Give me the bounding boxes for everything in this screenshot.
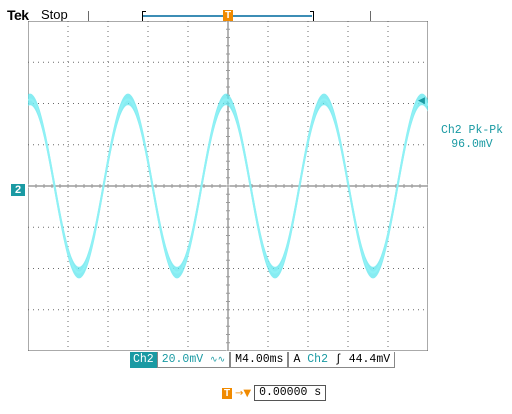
trigger-level: 44.4mV bbox=[348, 353, 391, 366]
time-per-div: 4.00ms bbox=[242, 353, 284, 366]
trigger-settings[interactable]: A Ch2 ∫ 44.4mV bbox=[288, 352, 396, 368]
trigger-slope-icon: ∫ bbox=[334, 353, 342, 366]
channel-tag[interactable]: Ch2 bbox=[130, 352, 157, 368]
bandwidth-icon: ∿∿ bbox=[210, 355, 226, 365]
status-bar: Ch2 20.0mV ∿∿ M4.00ms A Ch2 ∫ 44.4mV bbox=[130, 352, 396, 368]
measurement-readout: Ch2 Pk-Pk 96.0mV bbox=[432, 124, 512, 152]
ch2-waveform-line bbox=[28, 98, 428, 274]
ch2-trace bbox=[28, 93, 428, 279]
acquisition-state: Stop bbox=[41, 7, 68, 22]
channel-ground-marker[interactable]: 2 bbox=[11, 184, 25, 196]
delay-value[interactable]: 0.00000 s bbox=[254, 385, 327, 401]
trigger-source: Ch2 bbox=[307, 353, 328, 366]
measurement-label: Ch2 Pk-Pk bbox=[440, 124, 504, 137]
brand-logo: Tek bbox=[7, 7, 29, 23]
waveform-display[interactable] bbox=[28, 21, 428, 351]
trigger-delay: T →▼ 0.00000 s bbox=[222, 385, 327, 401]
trigger-delay-icon: T bbox=[222, 387, 232, 399]
header-divider bbox=[370, 11, 371, 23]
delay-arrow-icon: →▼ bbox=[235, 387, 252, 399]
trigger-mode: A bbox=[293, 353, 301, 366]
timebase[interactable]: M4.00ms bbox=[230, 352, 289, 368]
volts-per-div[interactable]: 20.0mV ∿∿ bbox=[156, 352, 231, 368]
time-mode: M bbox=[235, 353, 243, 366]
measurement-value: 96.0mV bbox=[451, 138, 493, 151]
trigger-level-arrow-icon: ◀ bbox=[418, 96, 425, 106]
header-divider bbox=[88, 11, 89, 23]
trigger-position-icon: T bbox=[223, 10, 233, 21]
volts-per-div-value: 20.0mV bbox=[161, 353, 204, 366]
